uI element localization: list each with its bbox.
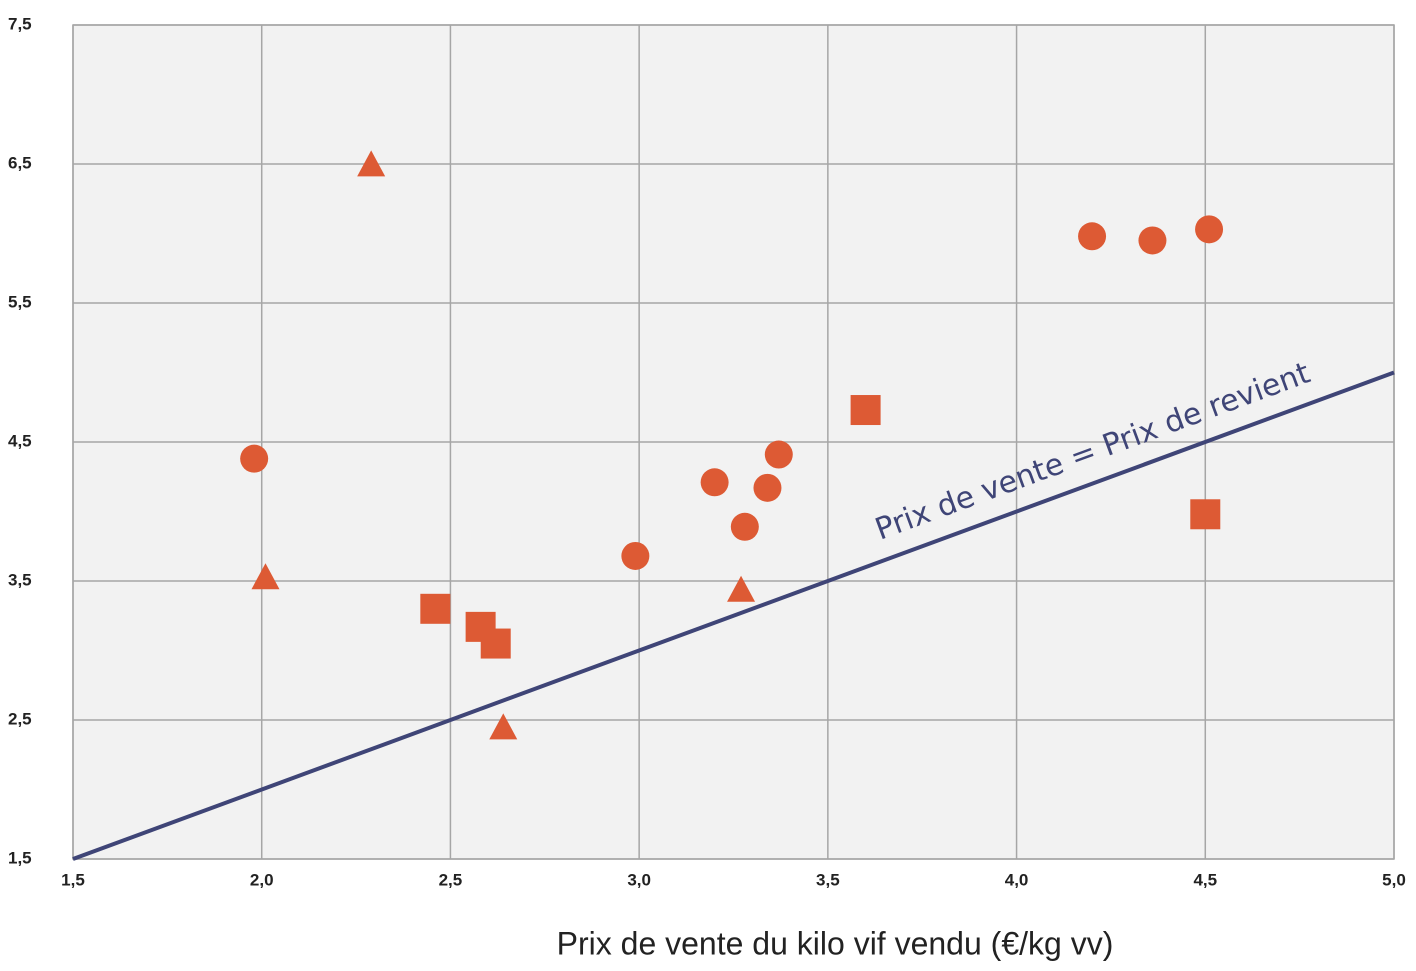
marker xyxy=(489,713,518,740)
x-tick-label: 5,0 xyxy=(1382,870,1406,889)
x-tick-label: 3,5 xyxy=(816,870,840,889)
y-tick-label: 7,5 xyxy=(8,14,32,33)
x-tick-label: 1,5 xyxy=(61,870,85,889)
marker xyxy=(730,512,759,541)
x-tick-label: 3,0 xyxy=(627,870,651,889)
marker xyxy=(251,563,280,590)
marker xyxy=(1078,222,1107,251)
x-tick-label: 2,5 xyxy=(439,870,463,889)
marker xyxy=(753,473,782,502)
marker xyxy=(764,440,793,469)
y-tick-label: 2,5 xyxy=(8,709,32,728)
marker xyxy=(850,395,881,426)
x-axis-label: Prix de vente du kilo vif vendu (€/kg vv… xyxy=(557,925,1114,961)
y-tick-label: 1,5 xyxy=(8,848,32,867)
marker xyxy=(621,541,650,570)
y-tick-label: 6,5 xyxy=(8,153,32,172)
marker xyxy=(480,628,511,659)
x-tick-label: 2,0 xyxy=(250,870,274,889)
marker xyxy=(1190,499,1221,530)
marker xyxy=(1138,226,1167,255)
x-tick-label: 4,5 xyxy=(1193,870,1217,889)
marker xyxy=(727,575,756,602)
marker xyxy=(700,468,729,497)
reference-line xyxy=(72,370,1395,861)
marker xyxy=(240,444,269,473)
marker xyxy=(420,593,451,624)
marker xyxy=(357,150,386,177)
y-tick-label: 4,5 xyxy=(8,431,32,450)
y-tick-label: 3,5 xyxy=(8,570,32,589)
y-tick-label: 5,5 xyxy=(8,292,32,311)
x-tick-label: 4,0 xyxy=(1005,870,1029,889)
marker xyxy=(1195,215,1224,244)
